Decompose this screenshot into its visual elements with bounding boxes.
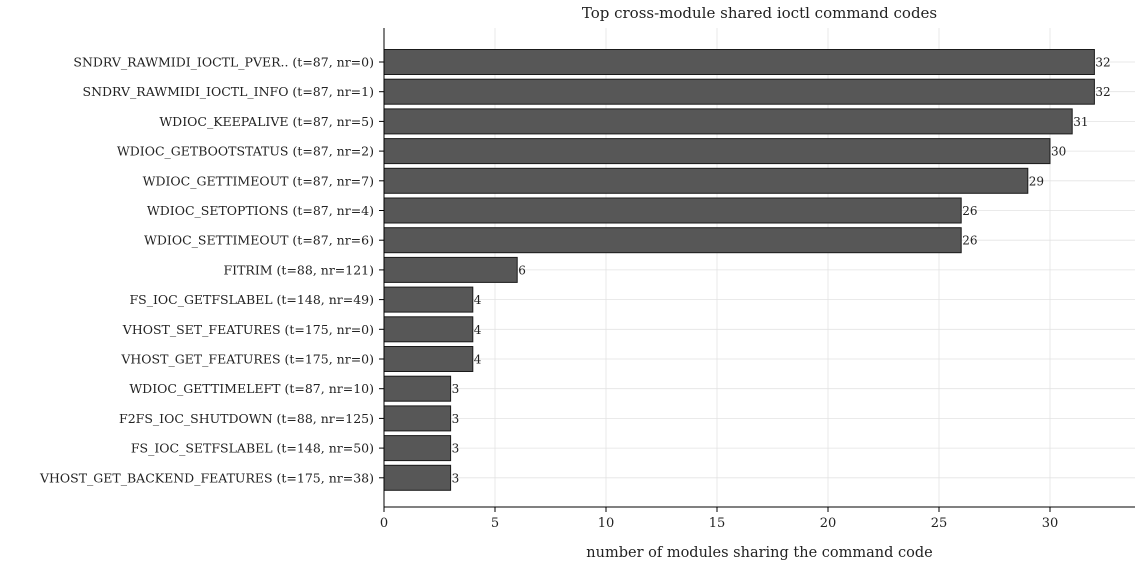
bar-value-label: 26	[962, 234, 977, 248]
y-tick-label: WDIOC_SETOPTIONS (t=87, nr=4)	[147, 203, 374, 218]
y-tick-label: VHOST_GET_BACKEND_FEATURES (t=175, nr=38…	[39, 470, 374, 485]
x-axis-label: number of modules sharing the command co…	[586, 545, 932, 561]
bar	[383, 78, 1095, 105]
x-tick-label: 10	[598, 516, 615, 531]
bar-value-label: 3	[452, 442, 460, 456]
bar	[383, 286, 474, 313]
x-tick-label: 20	[820, 516, 837, 531]
bar	[383, 375, 452, 402]
bar-value-label: 32	[1095, 85, 1110, 99]
chart-title: Top cross-module shared ioctl command co…	[582, 4, 937, 22]
y-tick-label: SNDRV_RAWMIDI_IOCTL_INFO (t=87, nr=1)	[83, 84, 374, 99]
y-tick-label: WDIOC_SETTIMEOUT (t=87, nr=6)	[144, 233, 374, 248]
x-tick-label: 15	[709, 516, 726, 531]
axis-layer	[379, 28, 1135, 512]
bar	[383, 108, 1073, 135]
y-tick-label: WDIOC_GETTIMEOUT (t=87, nr=7)	[143, 173, 374, 188]
y-tick-label: FS_IOC_GETFSLABEL (t=148, nr=49)	[129, 292, 374, 307]
bar-value-label: 6	[518, 263, 526, 277]
bar-value-label: 4	[474, 323, 482, 337]
bar	[383, 197, 962, 224]
y-tick-label: WDIOC_GETBOOTSTATUS (t=87, nr=2)	[117, 144, 374, 159]
bar	[383, 167, 1029, 194]
bar-value-label: 30	[1051, 145, 1066, 159]
bar	[383, 256, 518, 283]
bar-value-label: 26	[962, 204, 977, 218]
bar-value-label: 4	[474, 293, 482, 307]
bar	[383, 435, 452, 462]
bar	[383, 316, 474, 343]
y-tick-label: VHOST_SET_FEATURES (t=175, nr=0)	[122, 322, 374, 337]
bar-value-label: 32	[1095, 56, 1110, 70]
bar	[383, 227, 962, 254]
bar-value-label: 29	[1029, 174, 1044, 188]
x-tick-label: 5	[491, 516, 499, 531]
bar	[383, 464, 452, 491]
bar-value-label: 3	[452, 412, 460, 426]
bar-value-label: 31	[1073, 115, 1088, 129]
bar	[383, 405, 452, 432]
bar-value-label: 3	[452, 471, 460, 485]
bar-value-label: 3	[452, 382, 460, 396]
bar-value-label: 4	[474, 353, 482, 367]
y-tick-label: WDIOC_KEEPALIVE (t=87, nr=5)	[159, 114, 374, 129]
x-tick-label: 30	[1042, 516, 1059, 531]
bar-layer	[383, 49, 1095, 491]
x-tick-label: 25	[931, 516, 948, 531]
y-tick-label: SNDRV_RAWMIDI_IOCTL_PVER.. (t=87, nr=0)	[73, 55, 374, 70]
label-layer: 0 5 10 15 20 25 30 SNDRV_RAWMIDI_IOCTL_PVER.. (…	[39, 55, 1111, 532]
x-tick-label: 0	[380, 516, 388, 531]
bar	[383, 346, 474, 372]
y-tick-label: F2FS_IOC_SHUTDOWN (t=88, nr=125)	[119, 411, 374, 426]
y-tick-label: WDIOC_GETTIMELEFT (t=87, nr=10)	[129, 381, 374, 396]
y-tick-label: VHOST_GET_FEATURES (t=175, nr=0)	[120, 352, 374, 367]
bar	[383, 49, 1095, 75]
y-tick-label: FS_IOC_SETFSLABEL (t=148, nr=50)	[131, 441, 374, 456]
y-tick-label: FITRIM (t=88, nr=121)	[223, 262, 374, 277]
bar	[383, 138, 1051, 165]
